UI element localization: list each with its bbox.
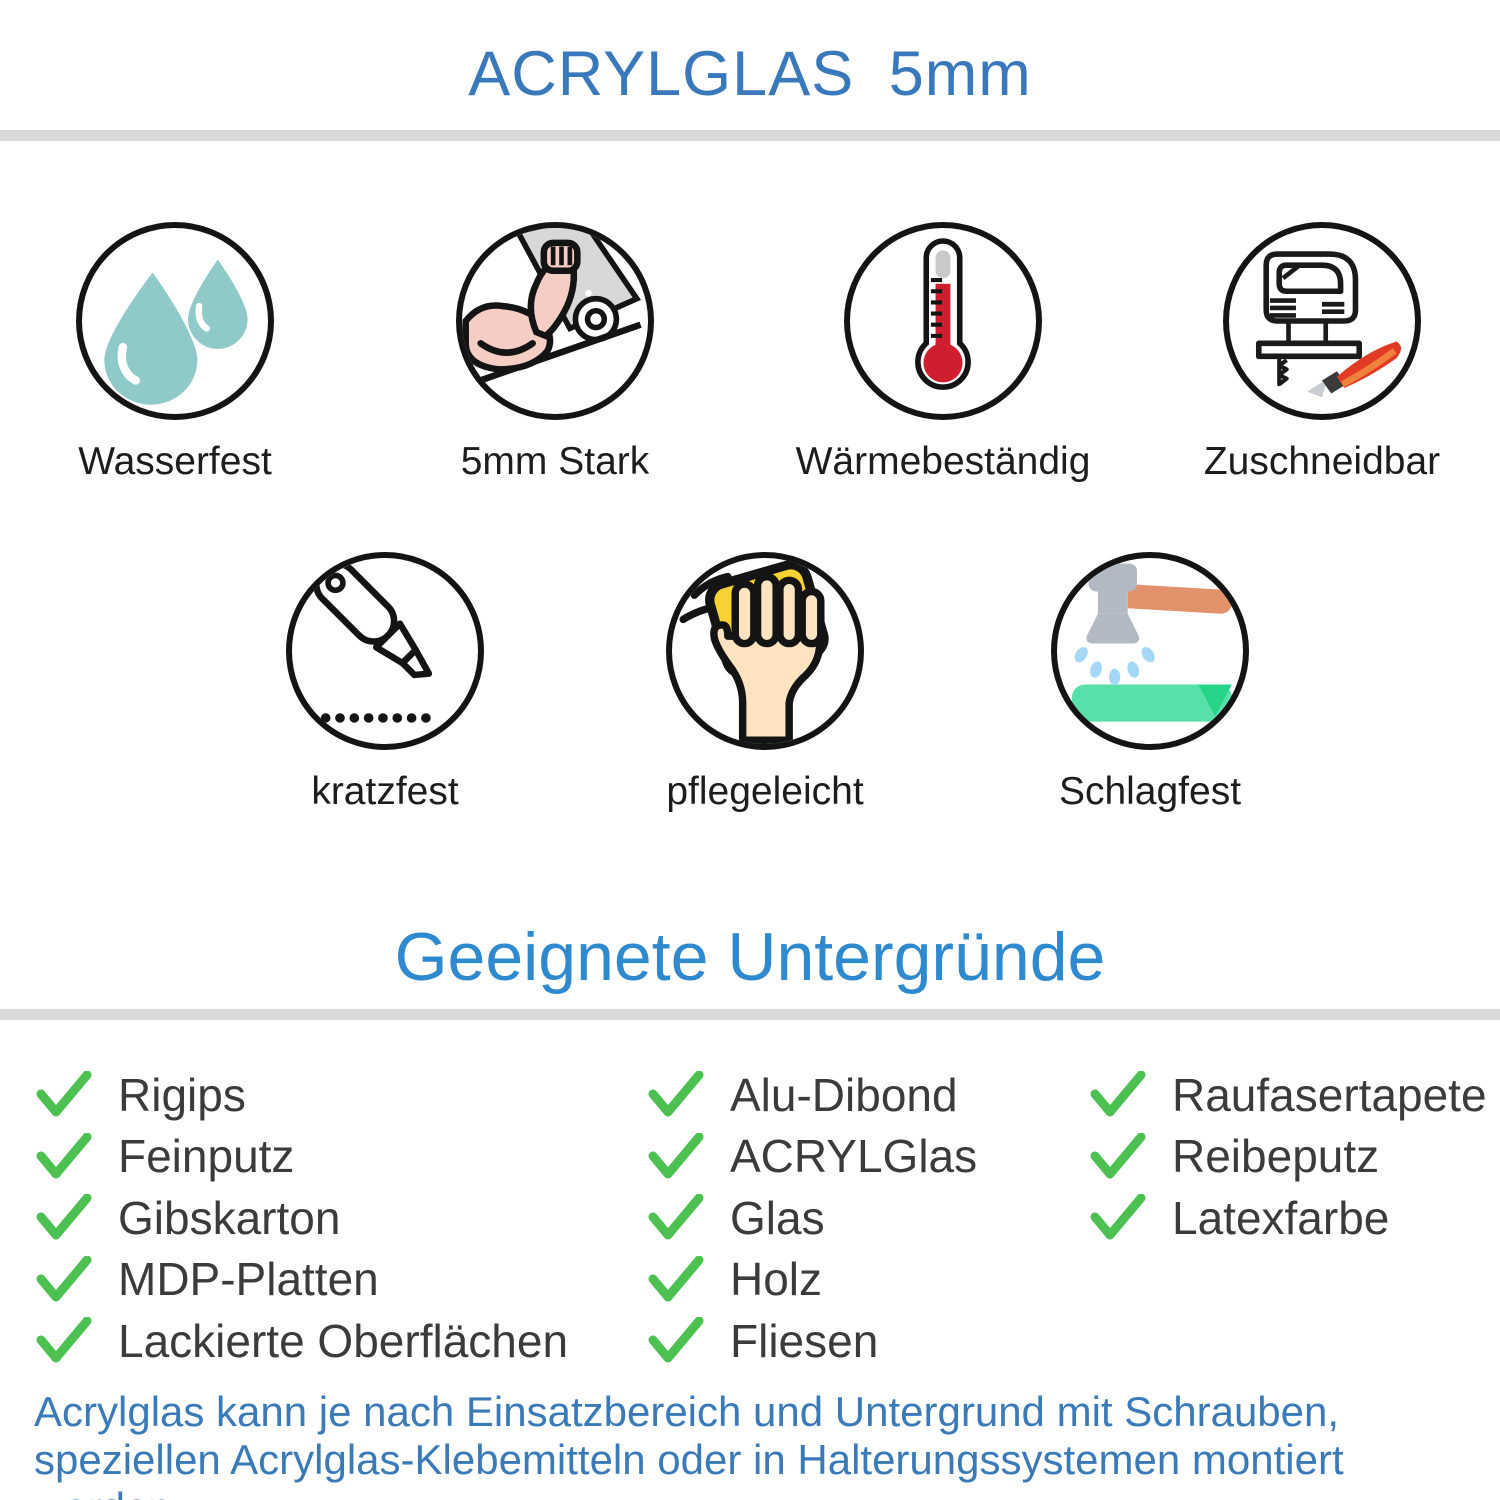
- check-icon: [1090, 1132, 1146, 1179]
- mounting-note: Acrylglas kann je nach Einsatzbereich un…: [34, 1388, 1500, 1500]
- list-item: Fliesen: [648, 1310, 977, 1372]
- substrate-label: Holz: [730, 1253, 823, 1306]
- substrate-label: Latexfarbe: [1172, 1191, 1390, 1244]
- utility-knife-icon: [313, 560, 442, 723]
- check-icon: [648, 1132, 704, 1179]
- feature-schlagfest: Schlagfest: [930, 552, 1370, 814]
- feature-label: pflegeleicht: [666, 770, 864, 813]
- flexed-arm-icon: [462, 228, 642, 388]
- divider-middle: [0, 1009, 1500, 1020]
- feature-icon-circle: [844, 222, 1042, 420]
- feature-label: kratzfest: [311, 770, 459, 813]
- list-item: Lackierte Oberflächen: [36, 1310, 568, 1372]
- feature-kratzfest: kratzfest: [165, 552, 605, 814]
- substrate-label: Raufasertapete: [1172, 1068, 1487, 1121]
- mounting-note-line2: speziellen Acrylglas-Klebemitteln oder i…: [34, 1436, 1344, 1500]
- feature-icon-circle: [76, 222, 274, 420]
- section-heading: Geeignete Untergründe: [394, 919, 1106, 995]
- substrate-label: Reibeputz: [1172, 1130, 1380, 1183]
- mounting-note-line1: Acrylglas kann je nach Einsatzbereich un…: [34, 1388, 1340, 1435]
- list-item: Reibeputz: [1090, 1126, 1487, 1188]
- list-item: Alu-Dibond: [648, 1064, 977, 1126]
- substrate-label: ACRYLGlas: [730, 1130, 978, 1183]
- feature-zuschneidbar: Zuschneidbar: [1102, 222, 1500, 484]
- substrate-column-3: Raufasertapete Reibeputz Latexfarbe: [1090, 1064, 1487, 1249]
- substrate-label: Rigips: [118, 1068, 246, 1121]
- check-icon: [36, 1071, 92, 1117]
- check-icon: [648, 1255, 704, 1302]
- check-icon: [36, 1255, 92, 1302]
- substrate-label: MDP-Platten: [118, 1253, 379, 1306]
- feature-waermebestaendig: Wärmebeständig: [723, 222, 1163, 484]
- list-item: Holz: [648, 1249, 977, 1311]
- feature-icon-circle: [286, 552, 484, 750]
- feature-label: Wasserfest: [78, 440, 272, 483]
- substrate-label: Feinputz: [118, 1130, 295, 1183]
- list-item: Glas: [648, 1187, 977, 1249]
- check-icon: [36, 1317, 92, 1363]
- check-icon: [1090, 1071, 1146, 1117]
- feature-label: Zuschneidbar: [1203, 440, 1441, 483]
- hammer-icon: [1071, 563, 1232, 722]
- feature-icon-circle: [1051, 552, 1249, 750]
- check-icon: [1090, 1194, 1146, 1240]
- water-drops-icon: [104, 259, 248, 405]
- cleaning-hand-icon: [679, 560, 829, 744]
- check-icon: [648, 1317, 704, 1363]
- feature-wasserfest: Wasserfest: [0, 222, 395, 484]
- list-item: Gibskarton: [36, 1187, 568, 1249]
- check-icon: [648, 1071, 704, 1117]
- feature-icon-circle: [1223, 222, 1421, 420]
- check-icon: [36, 1132, 92, 1179]
- check-icon: [36, 1194, 92, 1240]
- substrate-label: Lackierte Oberflächen: [118, 1314, 569, 1367]
- feature-pflegeleicht: pflegeleicht: [545, 552, 985, 814]
- substrate-column-1: Rigips Feinputz Gibskarton MDP-Platten L…: [36, 1064, 568, 1372]
- feature-icon-circle: [456, 222, 654, 420]
- list-item: Rigips: [36, 1064, 568, 1126]
- jigsaw-icon: [1255, 251, 1402, 398]
- page-title: ACRYLGLAS 5mm: [468, 39, 1032, 109]
- feature-5mm-stark: 5mm Stark: [335, 222, 775, 484]
- substrate-column-2: Alu-Dibond ACRYLGlas Glas Holz Fliesen: [648, 1064, 977, 1372]
- divider-top: [0, 130, 1500, 141]
- feature-icon-circle: [666, 552, 864, 750]
- substrate-label: Gibskarton: [118, 1191, 341, 1244]
- list-item: Latexfarbe: [1090, 1187, 1487, 1249]
- substrate-label: Alu-Dibond: [730, 1068, 958, 1121]
- substrate-label: Fliesen: [730, 1314, 879, 1367]
- thermometer-icon: [915, 238, 971, 390]
- check-icon: [648, 1194, 704, 1240]
- list-item: Raufasertapete: [1090, 1064, 1487, 1126]
- feature-label: Wärmebeständig: [795, 440, 1091, 483]
- feature-label: 5mm Stark: [460, 440, 650, 483]
- list-item: Feinputz: [36, 1126, 568, 1188]
- substrate-label: Glas: [730, 1191, 825, 1244]
- feature-label: Schlagfest: [1058, 770, 1242, 813]
- list-item: MDP-Platten: [36, 1249, 568, 1311]
- list-item: ACRYLGlas: [648, 1126, 977, 1188]
